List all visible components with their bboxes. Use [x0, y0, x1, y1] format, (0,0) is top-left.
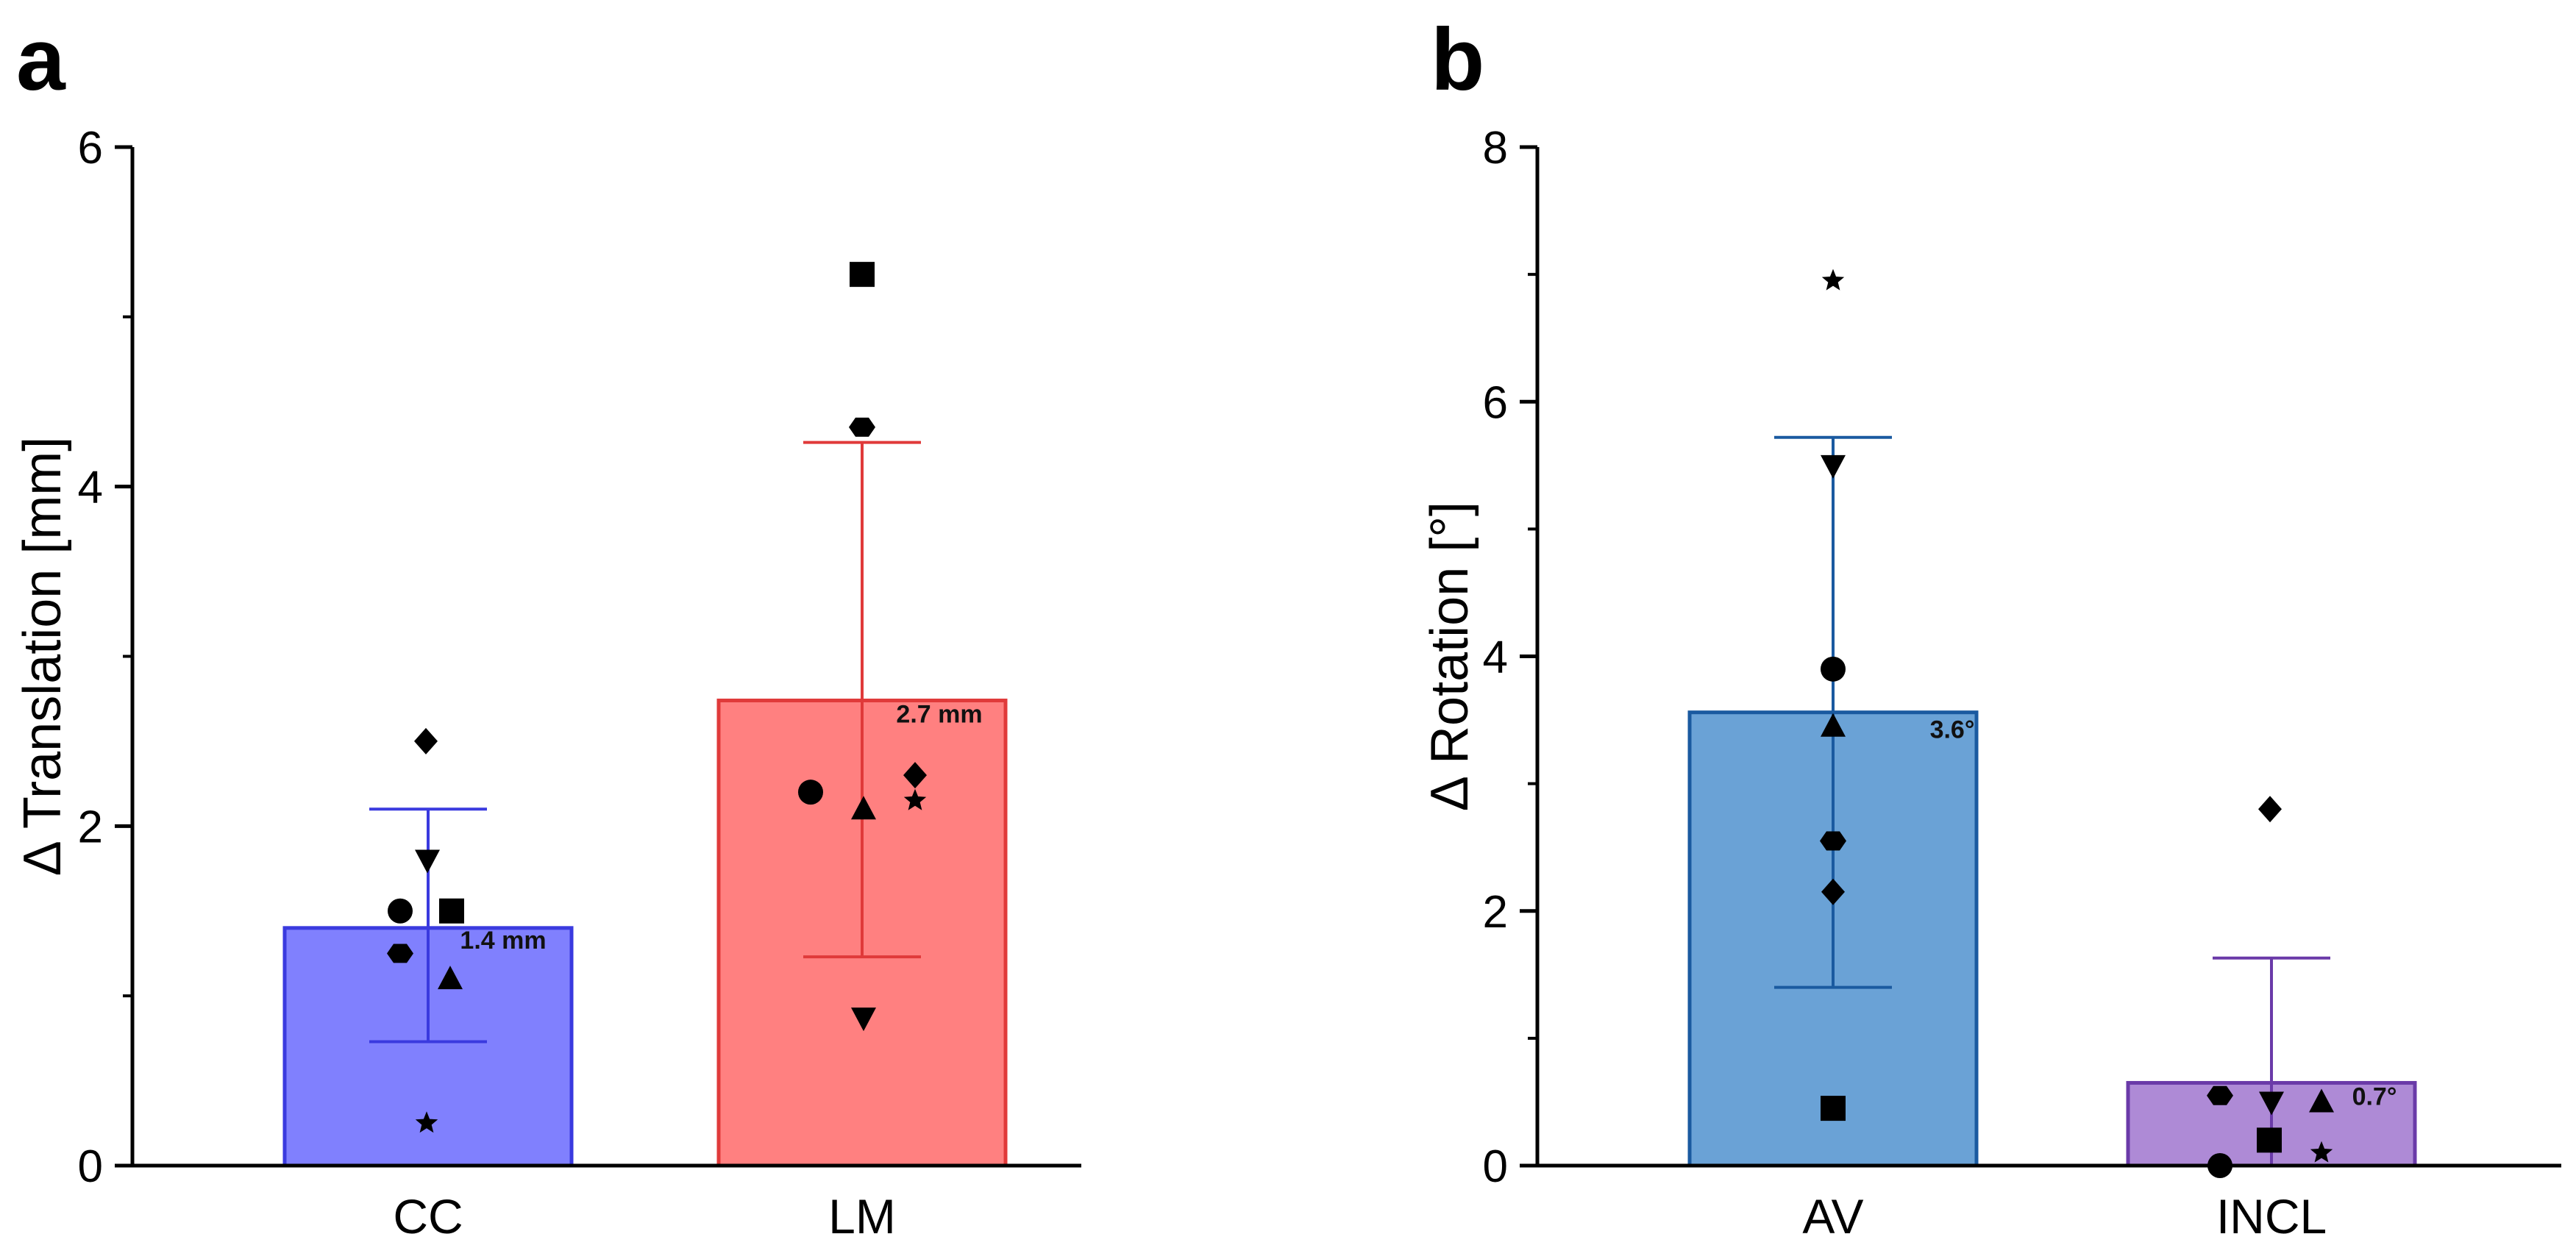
y-axis-label: Δ Translation [mm]: [13, 437, 72, 877]
data-point-square: [1821, 1096, 1846, 1121]
y-tick-label: 6: [1483, 377, 1508, 428]
x-tick-label-incl: INCL: [2216, 1189, 2327, 1244]
data-point-star: [415, 1111, 438, 1133]
data-label-lm: 2.7 mm: [896, 701, 982, 729]
data-point-star: [903, 788, 927, 810]
panel-a-letter: a: [16, 10, 66, 109]
data-label-incl: 0.7°: [2352, 1083, 2397, 1110]
y-tick-label: 2: [1483, 887, 1508, 938]
x-tick-label-av: AV: [1802, 1189, 1863, 1244]
data-point-triangle-down: [851, 1007, 876, 1032]
data-point-square: [850, 262, 875, 288]
data-point-triangle-up: [438, 966, 463, 990]
x-tick-label-lm: LM: [828, 1189, 896, 1244]
data-point-square: [2257, 1127, 2282, 1153]
data-point-circle: [1821, 656, 1846, 682]
data-point-circle: [388, 898, 413, 924]
x-tick-label-cc: CC: [393, 1189, 463, 1244]
data-point-hexagon: [849, 417, 875, 437]
data-point-diamond: [2258, 796, 2282, 823]
data-point-triangle-up: [851, 796, 876, 820]
y-tick-label: 2: [78, 802, 103, 852]
bar-group-lm: 2.7 mm: [716, 262, 1008, 1168]
data-point-triangle-up: [2309, 1088, 2334, 1113]
data-point-circle: [798, 780, 823, 805]
data-point-hexagon: [1820, 831, 1846, 851]
chart-panel-b: 3.6° AV 0.7° INCL 0 2 4 6 8 Δ Rotation [°]: [1420, 123, 2561, 1244]
panel-b-letter: b: [1431, 10, 1484, 109]
y-tick-label: 4: [78, 463, 103, 513]
data-point-diamond: [903, 762, 927, 789]
data-point-hexagon: [387, 944, 413, 963]
y-axis-label: Δ Rotation [°]: [1420, 502, 1479, 811]
bar-group-cc: 1.4 mm: [282, 727, 574, 1168]
data-point-hexagon: [2207, 1085, 2233, 1105]
data-point-triangle-up: [1821, 713, 1846, 737]
y-tick-label: 0: [1483, 1141, 1508, 1192]
data-point-triangle-down: [415, 849, 440, 874]
y-tick-label: 4: [1483, 632, 1508, 683]
data-label-cc: 1.4 mm: [460, 927, 546, 955]
data-point-triangle-down: [1821, 454, 1846, 479]
bar-group-av: 3.6°: [1687, 268, 1979, 1168]
data-point-diamond: [414, 727, 438, 755]
data-point-square: [439, 898, 464, 924]
y-tick-label: 6: [78, 123, 103, 174]
data-label-av: 3.6°: [1930, 716, 1975, 744]
data-point-star: [1821, 268, 1845, 290]
bar-group-incl: 0.7°: [2126, 796, 2417, 1178]
y-tick-label: 8: [1483, 123, 1508, 174]
y-tick-label: 0: [78, 1141, 103, 1192]
data-point-star: [2310, 1141, 2333, 1163]
data-point-diamond: [1821, 878, 1845, 905]
chart-panel-a: 1.4 mm CC 2.7 mm LM 0 2 4 6 Δ Translation [mm]: [13, 123, 1081, 1244]
data-point-triangle-down: [2259, 1091, 2284, 1116]
